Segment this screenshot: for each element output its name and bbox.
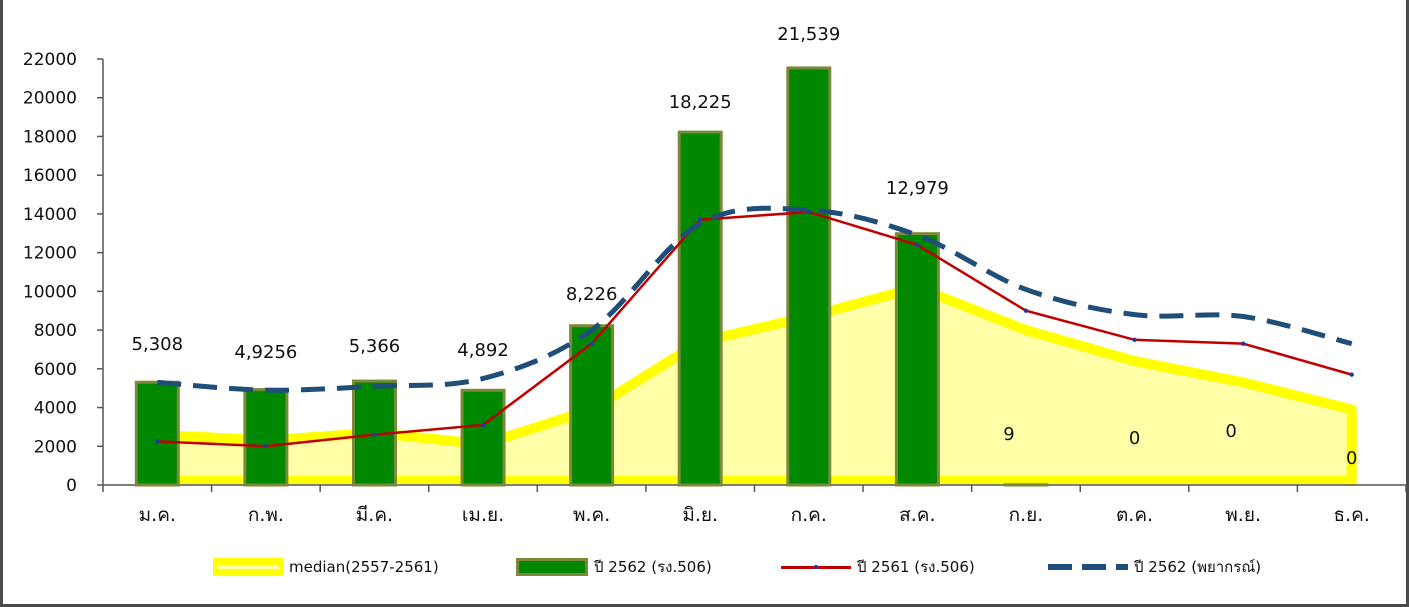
bar-data-label: 12,979	[886, 178, 949, 199]
bar-data-label: 5,308	[132, 334, 184, 355]
legend-label-line-2561: ปี 2561 (รง.506)	[857, 558, 975, 576]
chart-plot: 0 2000 4000 6000 8000 10000 12000 14000 16000 180…	[23, 24, 1407, 526]
line-2561-point	[1023, 308, 1029, 313]
chart-legend: median(2557-2561) ปี 2562 (รง.506) ปี 25…	[3, 552, 1409, 582]
legend-label-forecast-2562: ปี 2562 (พยากรณ์)	[1134, 558, 1262, 576]
line-2561-point	[372, 432, 377, 437]
bar-data-label: 5,366	[349, 336, 401, 357]
legend-swatch-median	[213, 558, 283, 576]
line-2561-point	[806, 209, 811, 215]
line-2561-point	[155, 439, 160, 444]
bar	[243, 388, 289, 487]
line-2561-point	[698, 217, 703, 222]
bar-data-label: 0	[1225, 421, 1236, 442]
bar	[786, 66, 832, 487]
x-tick-label: มิ.ย.	[682, 504, 718, 526]
x-tick-label: ก.พ.	[248, 504, 284, 526]
x-tick-label: เม.ย.	[462, 504, 504, 526]
x-tick-label: ธ.ค.	[1334, 504, 1370, 526]
legend-swatch-forecast-2562	[1048, 564, 1128, 570]
line-2561	[157, 210, 1353, 448]
x-tick-label: ม.ค.	[139, 504, 176, 526]
legend-swatch-bar-2562	[516, 558, 588, 576]
line-2561-point	[915, 242, 920, 248]
bar	[569, 324, 615, 487]
bar-data-label: 4,892	[457, 340, 509, 361]
bar	[894, 232, 940, 487]
legend-swatch-line-2561	[781, 564, 851, 569]
x-tick-label: ก.ค.	[791, 504, 827, 526]
y-tick-label: 14000	[23, 205, 77, 225]
bar	[677, 130, 723, 487]
y-tick-label: 4000	[34, 399, 77, 419]
y-tick-label: 16000	[23, 166, 77, 186]
y-tick-label: 18000	[23, 127, 77, 147]
legend-item-median: median(2557-2561)	[213, 552, 439, 582]
bar	[460, 388, 506, 487]
bar-data-label: 9	[1003, 424, 1014, 445]
line-2561-point	[1240, 341, 1246, 346]
y-tick-label: 10000	[23, 282, 77, 302]
y-tick-label: 2000	[34, 437, 77, 457]
x-tick-label: ต.ค.	[1116, 504, 1153, 526]
x-tick-label: มี.ค.	[356, 504, 393, 526]
bar	[134, 380, 180, 487]
bar-data-label: 18,225	[669, 92, 732, 113]
line-2561-point	[589, 341, 594, 346]
y-tick-label: 20000	[23, 89, 77, 109]
legend-item-bar-2562: ปี 2562 (รง.506)	[516, 552, 712, 582]
bar-data-label: 4,9256	[234, 342, 297, 363]
line-2561-point	[263, 444, 269, 449]
line-2561-point	[1132, 337, 1137, 342]
legend-label-median: median(2557-2561)	[289, 558, 439, 576]
y-tick-label: 12000	[23, 244, 77, 264]
forecast-line-2562	[157, 205, 1353, 393]
bar-data-label: 0	[1346, 448, 1357, 469]
line-2561-point	[1349, 372, 1354, 377]
bar-data-label: 8,226	[566, 284, 618, 305]
bar-data-label: 0	[1129, 428, 1140, 449]
line-2561-point	[480, 422, 486, 428]
x-tick-label: พ.ย.	[1225, 504, 1261, 526]
legend-item-line-2561: ปี 2561 (รง.506)	[781, 552, 975, 582]
x-tick-label: ส.ค.	[899, 504, 935, 526]
x-tick-label: พ.ค.	[573, 504, 610, 526]
legend-label-bar-2562: ปี 2562 (รง.506)	[594, 558, 712, 576]
median-area-fill	[157, 287, 1352, 485]
x-tick-label: ก.ย.	[1009, 504, 1044, 526]
y-tick-label: 8000	[34, 321, 77, 341]
y-tick-label: 22000	[23, 50, 77, 70]
bar-data-label: 21,539	[777, 24, 840, 45]
y-tick-label: 6000	[34, 360, 77, 380]
legend-item-forecast-2562: ปี 2562 (พยากรณ์)	[1048, 552, 1261, 582]
y-tick-label: 0	[66, 476, 77, 496]
